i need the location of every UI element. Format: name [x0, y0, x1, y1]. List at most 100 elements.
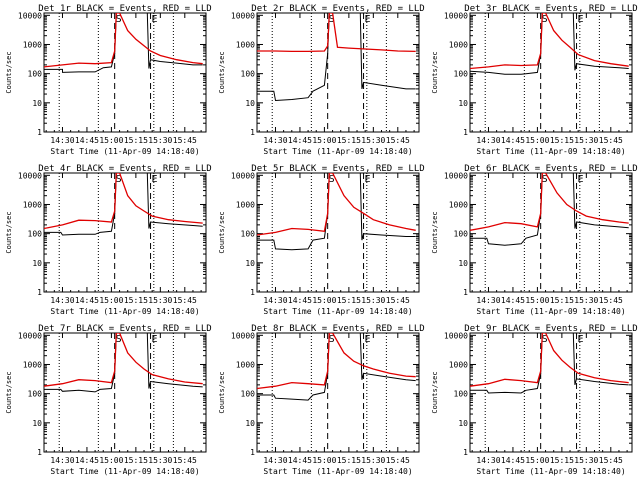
- y-tick-label: 10: [32, 99, 42, 108]
- y-tick-label: 1: [37, 128, 42, 137]
- y-tick-label: 1000: [23, 200, 42, 209]
- x-tick-label: 14:45: [288, 136, 312, 145]
- detector-plot-3: Det 3r BLACK = Events, RED = LLD 1 10 100 10…: [431, 4, 638, 156]
- start-marker: S: [329, 14, 335, 25]
- y-tick-label: 10000: [18, 331, 42, 340]
- x-tick-label: 15:30: [361, 296, 385, 305]
- plot-frame: [256, 172, 420, 293]
- x-tick-label: 15:45: [599, 456, 623, 465]
- x-tick-label: 15:00: [525, 456, 549, 465]
- x-axis-label: Start Time (11-Apr-09 14:18:40): [50, 467, 199, 476]
- plot-title: Det 6r BLACK = Events, RED = LLD: [464, 164, 637, 174]
- x-tick-label: 15:30: [361, 136, 385, 145]
- plot-title: Det 9r BLACK = Events, RED = LLD: [464, 324, 637, 334]
- detector-plot-9: Det 9r BLACK = Events, RED = LLD 1 10 100 10…: [431, 324, 638, 476]
- x-tick-label: 15:15: [124, 136, 148, 145]
- x-tick-label: 15:30: [148, 456, 172, 465]
- x-tick-label: 15:30: [148, 136, 172, 145]
- start-marker: S: [116, 14, 122, 25]
- lld-series-line: [470, 173, 629, 231]
- x-tick-label: 15:15: [124, 296, 148, 305]
- x-tick-label: 15:00: [312, 456, 336, 465]
- events-series-line: [470, 173, 629, 246]
- y-tick-label: 1: [463, 448, 468, 457]
- y-axis-label: Counts/sec: [431, 51, 439, 93]
- x-tick-label: 15:15: [337, 136, 361, 145]
- x-tick-label: 15:00: [99, 456, 123, 465]
- x-tick-label: 14:45: [288, 456, 312, 465]
- y-tick-label: 100: [241, 390, 256, 399]
- end-marker: E: [152, 14, 158, 25]
- y-tick-label: 100: [454, 70, 469, 79]
- x-tick-label: 14:45: [501, 136, 525, 145]
- x-tick-label: 15:30: [361, 456, 385, 465]
- x-axis-label: Start Time (11-Apr-09 14:18:40): [476, 307, 625, 316]
- x-tick-label: 14:30: [263, 136, 287, 145]
- y-tick-label: 1: [250, 448, 255, 457]
- y-axis-label: Counts/sec: [5, 211, 13, 253]
- detector-plot-6: Det 6r BLACK = Events, RED = LLD 1 10 100 10…: [431, 164, 638, 316]
- y-tick-label: 10: [458, 419, 468, 428]
- lld-series-line: [470, 333, 629, 387]
- detector-plot-1: Det 1r BLACK = Events, RED = LLD 1 10 100 10…: [5, 4, 212, 156]
- start-marker: S: [329, 174, 335, 185]
- plot-title: Det 4r BLACK = Events, RED = LLD: [38, 164, 211, 174]
- y-tick-label: 10000: [18, 11, 42, 20]
- plot-frame: [256, 12, 420, 133]
- y-tick-label: 10000: [444, 331, 468, 340]
- y-tick-label: 10: [32, 259, 42, 268]
- detector-plot-7: Det 7r BLACK = Events, RED = LLD 1 10 100 10…: [5, 324, 212, 476]
- x-tick-label: 14:45: [75, 456, 99, 465]
- x-axis-label: Start Time (11-Apr-09 14:18:40): [50, 307, 199, 316]
- y-tick-label: 10000: [231, 11, 255, 20]
- x-tick-label: 14:45: [501, 296, 525, 305]
- y-tick-label: 100: [454, 390, 469, 399]
- y-tick-label: 1: [250, 128, 255, 137]
- plot-title: Det 1r BLACK = Events, RED = LLD: [38, 4, 211, 14]
- plot-frame: [469, 12, 633, 133]
- end-marker: E: [152, 334, 158, 345]
- plot-title: Det 7r BLACK = Events, RED = LLD: [38, 324, 211, 334]
- x-tick-label: 14:30: [476, 296, 500, 305]
- lld-series-line: [470, 13, 629, 70]
- y-tick-label: 10: [458, 99, 468, 108]
- x-tick-label: 15:30: [574, 136, 598, 145]
- y-tick-label: 1000: [449, 40, 468, 49]
- x-tick-label: 14:45: [501, 456, 525, 465]
- x-tick-label: 14:30: [50, 296, 74, 305]
- y-tick-label: 10: [245, 259, 255, 268]
- x-tick-label: 14:30: [263, 296, 287, 305]
- x-tick-label: 15:00: [525, 136, 549, 145]
- x-tick-label: 14:45: [75, 136, 99, 145]
- plot-title: Det 8r BLACK = Events, RED = LLD: [251, 324, 424, 334]
- y-tick-label: 10000: [444, 171, 468, 180]
- x-tick-label: 14:30: [476, 456, 500, 465]
- x-tick-label: 15:15: [337, 296, 361, 305]
- detector-plot-8: Det 8r BLACK = Events, RED = LLD 1 10 100 10…: [218, 324, 425, 476]
- lld-series-line: [257, 173, 416, 236]
- x-tick-label: 15:45: [386, 456, 410, 465]
- x-tick-label: 15:30: [148, 296, 172, 305]
- events-series-line: [257, 333, 416, 401]
- y-tick-label: 100: [454, 230, 469, 239]
- y-axis-label: Counts/sec: [431, 211, 439, 253]
- y-tick-label: 1: [463, 128, 468, 137]
- x-tick-label: 14:30: [263, 456, 287, 465]
- x-tick-label: 15:15: [337, 456, 361, 465]
- x-tick-label: 14:30: [50, 456, 74, 465]
- end-marker: E: [578, 14, 584, 25]
- x-tick-label: 15:45: [599, 136, 623, 145]
- x-tick-label: 15:45: [599, 296, 623, 305]
- x-axis-label: Start Time (11-Apr-09 14:18:40): [263, 307, 412, 316]
- detector-plot-2: Det 2r BLACK = Events, RED = LLD 1 10 100 10…: [218, 4, 425, 156]
- plot-title: Det 3r BLACK = Events, RED = LLD: [464, 4, 637, 14]
- x-tick-label: 14:30: [476, 136, 500, 145]
- y-axis-label: Counts/sec: [431, 371, 439, 413]
- x-tick-label: 14:45: [75, 296, 99, 305]
- lld-series-line: [257, 333, 416, 390]
- y-tick-label: 1000: [236, 40, 255, 49]
- x-tick-label: 15:15: [550, 456, 574, 465]
- start-marker: S: [542, 14, 548, 25]
- y-tick-label: 10: [458, 259, 468, 268]
